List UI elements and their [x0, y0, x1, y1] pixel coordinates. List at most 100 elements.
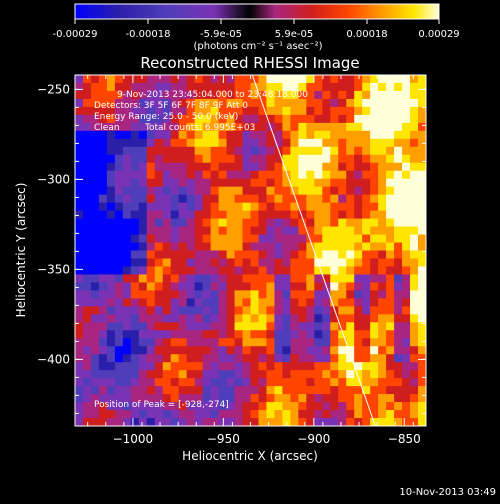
heatmap-cell: [354, 202, 363, 212]
heatmap-cell: [306, 146, 315, 156]
heatmap-cell: [210, 202, 219, 212]
heatmap-cell: [410, 210, 419, 219]
heatmap-cell: [274, 114, 283, 124]
heatmap-cell: [106, 346, 116, 355]
heatmap-cell: [370, 290, 379, 299]
heatmap-cell: [250, 306, 259, 315]
heatmap-cell: [75, 186, 84, 196]
heatmap-cell: [98, 202, 108, 212]
heatmap-cell: [122, 290, 132, 299]
heatmap-cell: [338, 130, 347, 140]
heatmap-cell: [178, 394, 188, 403]
heatmap-cell: [194, 218, 204, 227]
heatmap-cell: [282, 394, 291, 403]
heatmap-cell: [258, 170, 267, 180]
heatmap-cell: [138, 314, 148, 323]
heatmap-cell: [75, 306, 84, 315]
heatmap-cell: [75, 298, 84, 307]
heatmap-cell: [138, 194, 148, 204]
heatmap-cell: [218, 410, 227, 419]
heatmap-cell: [186, 146, 196, 156]
heatmap-cell: [75, 90, 84, 100]
heatmap-cell: [106, 298, 116, 307]
heatmap-cell: [298, 290, 307, 299]
heatmap-cell: [346, 298, 355, 307]
heatmap-cell: [154, 98, 164, 108]
heatmap-cell: [194, 314, 204, 323]
heatmap-cell: [402, 106, 411, 116]
heatmap-cell: [218, 234, 227, 243]
heatmap-cell: [274, 202, 283, 212]
x-axis-label: Heliocentric X (arcsec): [182, 449, 318, 463]
heatmap-cell: [130, 290, 140, 299]
heatmap-cell: [218, 282, 227, 291]
heatmap-cell: [386, 202, 395, 212]
heatmap-cell: [234, 258, 243, 267]
heatmap-cell: [138, 322, 148, 331]
heatmap-cell: [386, 162, 395, 172]
heatmap-cell: [346, 202, 355, 212]
heatmap-cell: [114, 106, 124, 116]
heatmap-cell: [322, 114, 331, 124]
heatmap-cell: [194, 202, 204, 212]
heatmap-cell: [314, 178, 323, 188]
heatmap-cell: [122, 298, 132, 307]
heatmap-cell: [226, 330, 235, 339]
heatmap-cell: [234, 282, 243, 291]
heatmap-cell: [75, 258, 84, 267]
heatmap-cell: [250, 378, 259, 387]
heatmap-cell: [186, 106, 196, 116]
heatmap-cell: [394, 202, 403, 212]
heatmap-cell: [170, 170, 180, 180]
colorbar-tick-label: 0.00029: [418, 29, 459, 40]
heatmap-cell: [154, 178, 164, 188]
heatmap-cell: [290, 362, 299, 371]
heatmap-cell: [146, 250, 156, 259]
heatmap-cell: [418, 114, 426, 124]
heatmap-cell: [370, 282, 379, 291]
heatmap-cell: [210, 162, 219, 172]
heatmap-cell: [418, 75, 426, 84]
heatmap-cell: [178, 370, 188, 379]
heatmap-cell: [362, 186, 371, 196]
heatmap-cell: [378, 274, 387, 283]
heatmap-cell: [218, 114, 227, 124]
heatmap-cell: [154, 250, 164, 259]
heatmap-cell: [186, 290, 196, 299]
heatmap-cell: [114, 402, 124, 411]
heatmap-cell: [314, 162, 323, 172]
heatmap-cell: [234, 178, 243, 188]
heatmap-cell: [354, 242, 363, 251]
heatmap-cell: [210, 106, 219, 116]
heatmap-cell: [274, 386, 283, 395]
heatmap-cell: [210, 386, 219, 395]
heatmap-cell: [370, 410, 379, 419]
heatmap-cell: [250, 82, 259, 92]
heatmap-cell: [98, 322, 108, 331]
heatmap-cell: [162, 394, 172, 403]
heatmap-cell: [410, 154, 419, 164]
heatmap-cell: [146, 138, 156, 148]
heatmap-cell: [98, 122, 108, 132]
heatmap-cell: [370, 82, 379, 92]
heatmap-cell: [274, 218, 283, 227]
heatmap-cell: [394, 258, 403, 267]
heatmap-cell: [98, 75, 108, 84]
heatmap-cell: [82, 210, 92, 219]
heatmap-cell: [282, 226, 291, 235]
heatmap-cell: [330, 138, 339, 148]
heatmap-cell: [186, 226, 196, 235]
heatmap-cell: [234, 114, 243, 124]
heatmap-cell: [378, 162, 387, 172]
heatmap-cell: [106, 266, 116, 275]
heatmap-cell: [242, 370, 251, 379]
y-tick-label: −400: [37, 352, 70, 366]
heatmap-cell: [90, 362, 100, 371]
heatmap-cell: [234, 90, 243, 100]
heatmap-cell: [418, 162, 426, 172]
heatmap-cell: [394, 338, 403, 347]
heatmap-cell: [194, 274, 204, 283]
heatmap-cell: [218, 418, 227, 426]
heatmap-cell: [282, 234, 291, 243]
